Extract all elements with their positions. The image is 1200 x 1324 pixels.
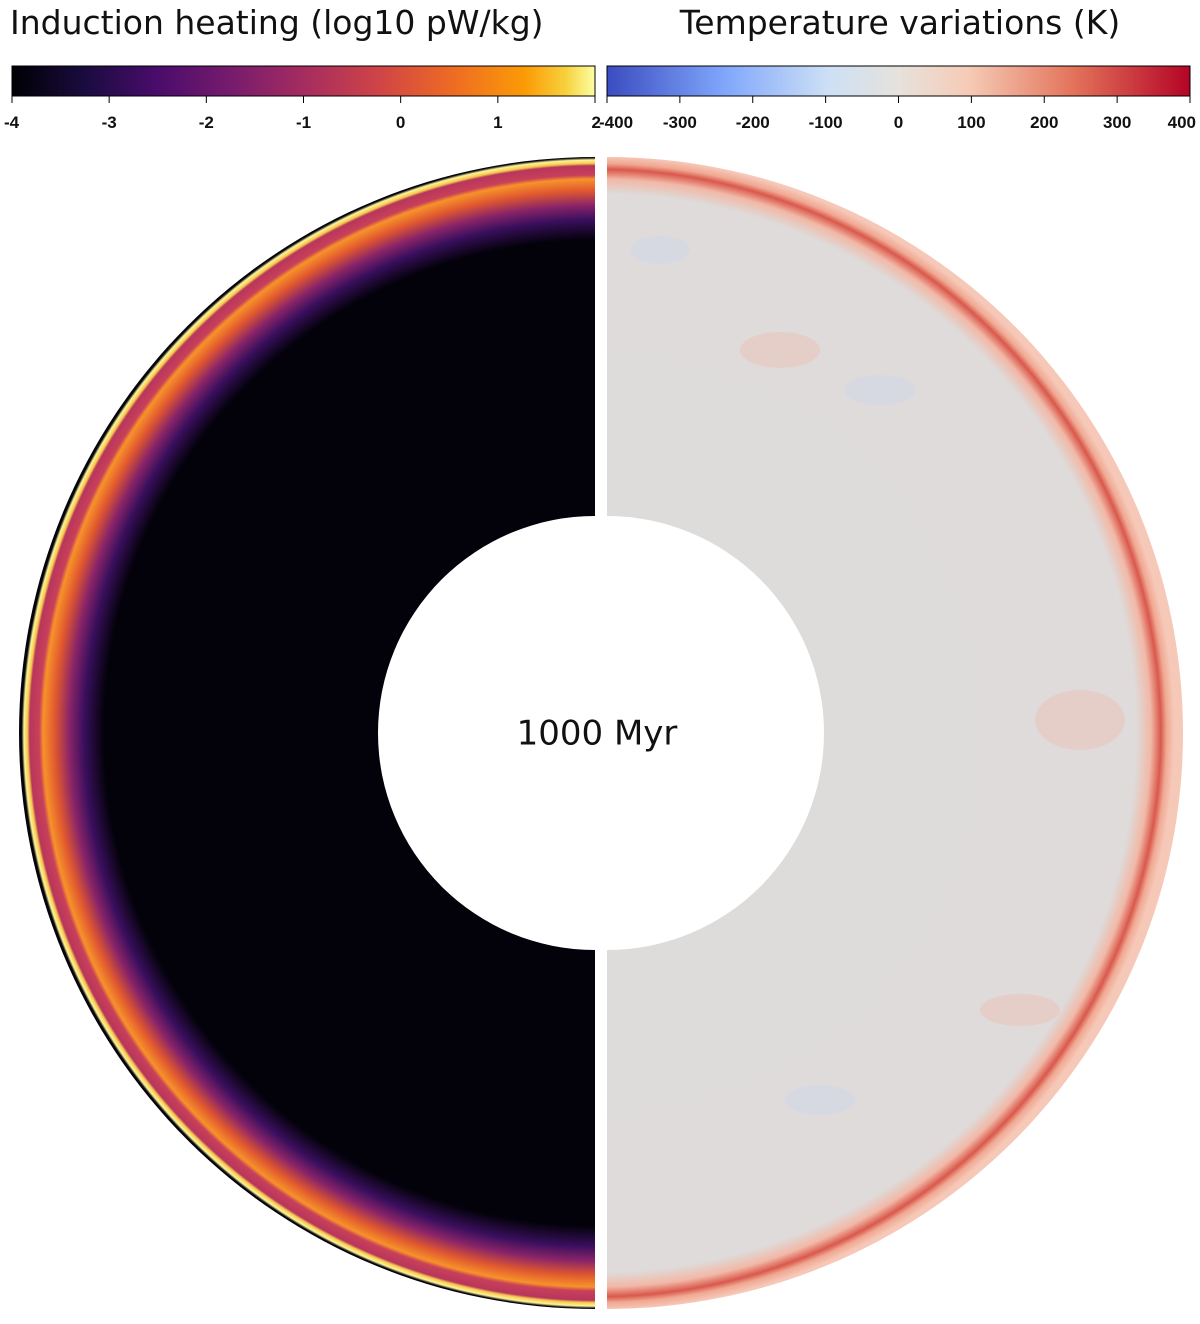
tick-label: -3 <box>102 113 117 132</box>
tick-label: 300 <box>1103 113 1131 132</box>
tick-label: 1 <box>493 113 502 132</box>
tick-label: 2 <box>592 113 601 132</box>
tick-label: -200 <box>736 113 770 132</box>
time-label: 1000 Myr <box>517 714 678 754</box>
tick-label: -4 <box>4 113 20 132</box>
temperature-map <box>607 157 1183 1309</box>
tick-label: -100 <box>809 113 843 132</box>
tick-label: -300 <box>663 113 697 132</box>
tick-label: -2 <box>199 113 214 132</box>
induction-heating-map <box>19 157 595 1309</box>
temperature-anomalies <box>630 236 1125 1115</box>
tick-label: -400 <box>599 113 633 132</box>
tick-label: 0 <box>396 113 405 132</box>
colorbar <box>606 65 1191 97</box>
colorbar <box>11 65 596 97</box>
tick-label: 0 <box>894 113 903 132</box>
colorbar-title: Induction heating (log10 pW/kg) <box>10 3 544 42</box>
tick-label: -1 <box>296 113 311 132</box>
tick-label: 200 <box>1030 113 1058 132</box>
tick-label: 400 <box>1168 113 1196 132</box>
tick-label: 100 <box>957 113 985 132</box>
colorbar-title: Temperature variations (K) <box>679 3 1121 42</box>
